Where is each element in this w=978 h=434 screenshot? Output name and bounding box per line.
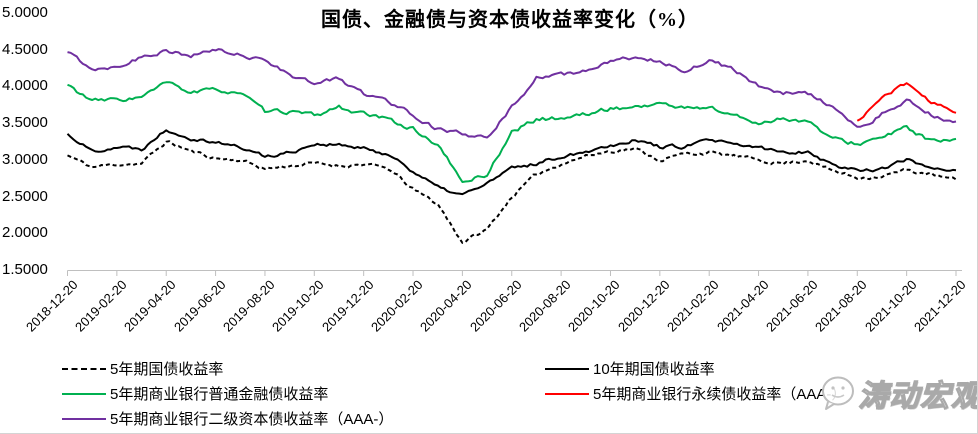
watermark-wechat-icon bbox=[822, 376, 854, 410]
legend-swatch-purple bbox=[62, 417, 106, 420]
series-line-3 bbox=[856, 82, 957, 122]
chart-title: 国债、金融债与资本债收益率变化（%） bbox=[321, 9, 699, 31]
legend-item-ordinary-financial-bond: 5年期商业银行普通金融债收益率 bbox=[62, 381, 393, 406]
watermark: 涛动宏观 bbox=[820, 371, 978, 415]
legend-item-10y-treasury: 10年期国债收益率 bbox=[545, 356, 846, 381]
y-tick-label: 1.5000 bbox=[2, 261, 48, 278]
legend-column-left: 5年期国债收益率 5年期商业银行普通金融债收益率 5年期商业银行二级资本债收益率… bbox=[62, 356, 393, 431]
legend-label-5y-treasury: 5年期国债收益率 bbox=[110, 361, 224, 378]
series-line-1 bbox=[66, 129, 957, 196]
legend-label-ordinary-financial-bond: 5年期商业银行普通金融债收益率 bbox=[110, 386, 329, 403]
series-line-0 bbox=[67, 140, 957, 244]
legend-swatch-solid-black bbox=[545, 367, 589, 370]
legend-label-perpetual-bond: 5年期商业银行永续债收益率（AAA-） bbox=[593, 386, 847, 403]
y-tick-label: 3.0000 bbox=[2, 150, 48, 168]
y-tick-label: 4.5000 bbox=[2, 40, 48, 58]
legend-column-right: 10年期国债收益率 5年期商业银行永续债收益率（AAA-） bbox=[545, 356, 846, 406]
y-tick-label: 2.5000 bbox=[2, 187, 48, 205]
series-line-4 bbox=[67, 48, 957, 139]
legend-swatch-red bbox=[545, 392, 589, 395]
legend-label-10y-treasury: 10年期国债收益率 bbox=[593, 361, 715, 378]
watermark-text: 涛动宏观 bbox=[857, 379, 978, 413]
y-tick-label: 5.0000 bbox=[2, 4, 48, 21]
series-line-2 bbox=[67, 81, 957, 183]
legend-item-perpetual-bond: 5年期商业银行永续债收益率（AAA-） bbox=[545, 381, 846, 406]
y-tick-label: 3.5000 bbox=[2, 114, 48, 132]
legend-swatch-green bbox=[62, 392, 106, 395]
y-tick-label: 4.0000 bbox=[2, 77, 48, 95]
legend-item-tier2-capital-bond: 5年期商业银行二级资本债收益率（AAA-） bbox=[62, 406, 393, 431]
legend-label-tier2-capital-bond: 5年期商业银行二级资本债收益率（AAA-） bbox=[110, 411, 394, 428]
legend-swatch-dashed-black bbox=[62, 367, 106, 370]
legend-item-5y-treasury: 5年期国债收益率 bbox=[62, 356, 393, 381]
y-tick-label: 2.0000 bbox=[2, 224, 48, 242]
